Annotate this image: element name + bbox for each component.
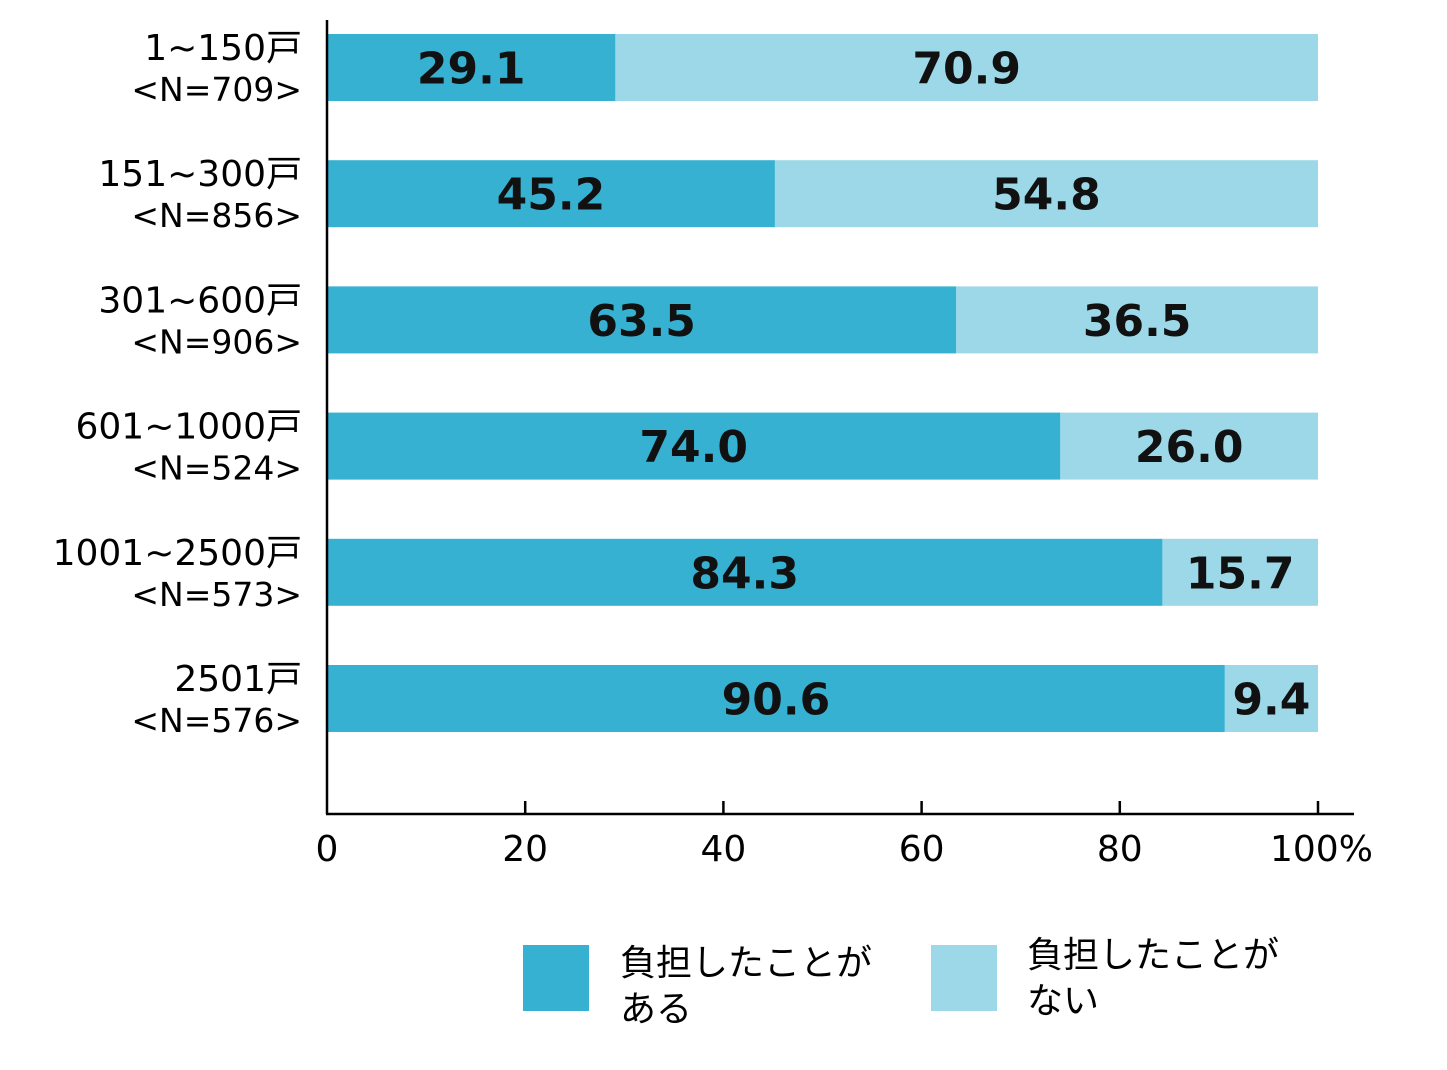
- value-label-yes-4: 84.3: [690, 548, 799, 599]
- x-tick-label-1: 20: [502, 829, 548, 870]
- legend-swatch-yes: [523, 945, 589, 1011]
- bar-segment-no-0: [615, 34, 1318, 101]
- bar-segment-yes-2: [327, 286, 957, 354]
- x-tick-label-4: 80: [1097, 829, 1143, 870]
- value-label-no-2: 36.5: [1083, 296, 1192, 347]
- category-label-2: 301~600戸: [98, 280, 302, 321]
- sample-size-label-2: <N=906>: [131, 322, 302, 361]
- bar-segment-yes-1: [327, 160, 775, 228]
- bars-group: [327, 34, 1318, 732]
- x-tick-label-2: 40: [700, 829, 746, 870]
- bar-segment-yes-5: [327, 665, 1225, 732]
- bar-segment-yes-0: [327, 34, 616, 101]
- x-tick-label-0: 0: [316, 829, 339, 870]
- category-label-3: 601~1000戸: [76, 407, 303, 448]
- sample-size-label-4: <N=573>: [131, 575, 302, 614]
- sample-size-label-3: <N=524>: [131, 449, 302, 488]
- bar-segment-no-1: [774, 160, 1318, 228]
- value-label-no-3: 26.0: [1135, 422, 1244, 473]
- value-label-yes-3: 74.0: [639, 422, 748, 473]
- bar-segment-no-3: [1060, 412, 1318, 480]
- x-tick-label-5: 100%: [1270, 829, 1373, 870]
- value-label-no-4: 15.7: [1186, 548, 1295, 599]
- category-label-4: 1001~2500戸: [53, 533, 302, 574]
- category-label-5: 2501戸: [174, 659, 302, 700]
- value-labels-group: 29.1 70.9 45.2 54.8 63.5 36.5 74.0 26.0 84.3 15.7…: [417, 44, 1310, 726]
- bar-segment-no-4: [1162, 538, 1318, 606]
- category-label-0: 1~150戸: [144, 28, 302, 69]
- bar-segment-yes-3: [327, 412, 1061, 480]
- bar-segment-yes-4: [327, 538, 1163, 606]
- bar-segment-no-5: [1224, 665, 1318, 732]
- category-labels-group: 1~150戸<N=709> 151~300戸<N=856> 301~600戸<N=9…: [53, 28, 302, 740]
- value-label-yes-2: 63.5: [587, 296, 696, 347]
- legend-label-no: 負担したことがない: [1027, 935, 1279, 1022]
- value-label-yes-1: 45.2: [497, 170, 606, 221]
- sample-size-label-1: <N=856>: [131, 196, 302, 235]
- value-label-yes-0: 29.1: [417, 44, 526, 95]
- legend-label-yes: 負担したことがある: [620, 943, 872, 1030]
- value-label-no-1: 54.8: [992, 170, 1101, 221]
- category-label-1: 151~300戸: [98, 154, 302, 195]
- value-label-no-5: 9.4: [1232, 675, 1310, 726]
- sample-size-label-5: <N=576>: [131, 701, 302, 740]
- bar-segment-no-2: [956, 286, 1318, 354]
- axes-group: [325, 20, 1354, 816]
- x-tick-label-3: 60: [899, 829, 945, 870]
- legend-swatch-no: [931, 945, 997, 1011]
- legend: 負担したことがある 負担したことがない: [523, 935, 1279, 1030]
- value-label-no-0: 70.9: [912, 44, 1021, 95]
- x-ticks-group: 0 20 40 60 80 100%: [316, 801, 1373, 870]
- value-label-yes-5: 90.6: [722, 675, 831, 726]
- sample-size-label-0: <N=709>: [131, 70, 302, 109]
